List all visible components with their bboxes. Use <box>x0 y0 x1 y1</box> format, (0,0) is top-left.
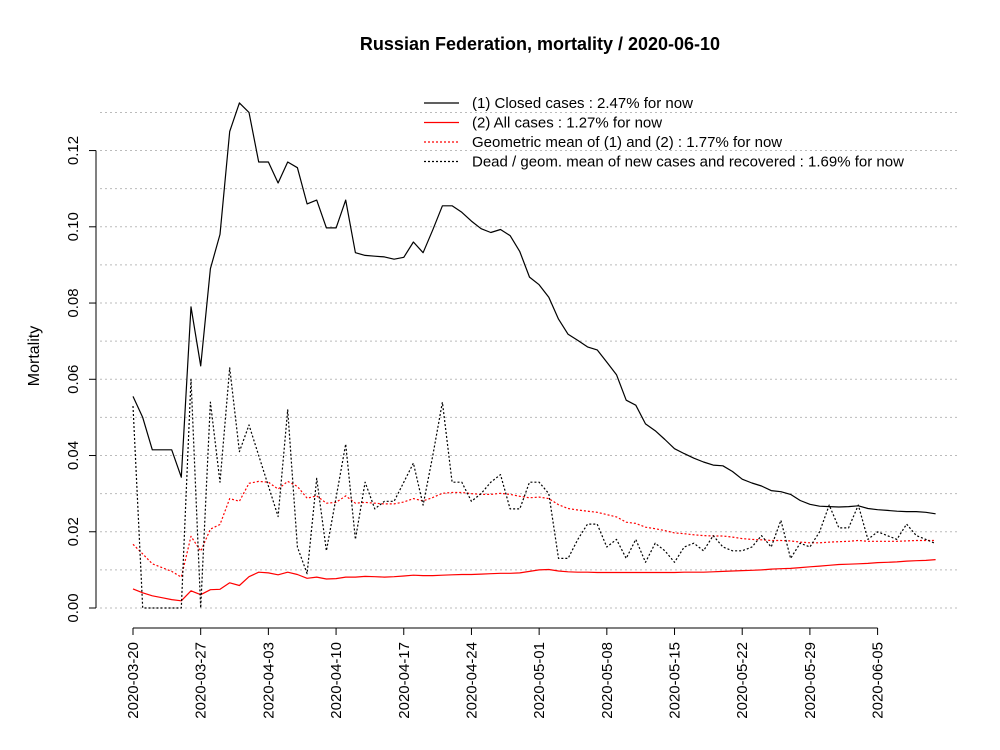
legend-label-3: Geometric mean of (1) and (2) : 1.77% fo… <box>472 134 782 151</box>
axes: 0.00 0.02 0.04 0.06 0.08 0.10 0.12 2020-03-20 20… <box>65 136 887 719</box>
x-tick-label: 2020-03-27 <box>193 642 210 719</box>
legend: (1) Closed cases : 2.47% for now (2) All … <box>424 95 904 171</box>
x-tick-label: 2020-04-10 <box>328 642 345 719</box>
y-tick-label: 0.02 <box>65 517 82 546</box>
chart-title: Russian Federation, mortality / 2020-06-… <box>360 34 720 54</box>
series-line-3 <box>132 480 936 578</box>
grid-lines <box>100 111 960 609</box>
series-lines <box>132 102 936 609</box>
y-tick-label: 0.12 <box>65 136 82 165</box>
x-tick-label: 2020-05-08 <box>599 642 616 719</box>
x-tick-label: 2020-05-01 <box>531 642 548 719</box>
legend-label-2: (2) All cases : 1.27% for now <box>472 115 662 132</box>
y-axis-label: Mortality <box>26 326 43 386</box>
x-tick-label: 2020-06-05 <box>870 642 887 719</box>
y-tick-label: 0.04 <box>65 441 82 470</box>
y-tick-label: 0.08 <box>65 288 82 317</box>
x-tick-label: 2020-04-03 <box>260 642 277 719</box>
x-tick-label: 2020-04-17 <box>396 642 413 719</box>
legend-label-4: Dead / geom. mean of new cases and recov… <box>472 154 904 171</box>
series-line-1 <box>132 102 936 515</box>
series-line-4 <box>132 367 936 609</box>
x-tick-label: 2020-05-15 <box>667 642 684 719</box>
x-tick-label: 2020-05-22 <box>734 642 751 719</box>
legend-label-1: (1) Closed cases : 2.47% for now <box>472 95 693 112</box>
y-tick-label: 0.00 <box>65 593 82 622</box>
x-tick-label: 2020-03-20 <box>125 642 142 719</box>
y-tick-label: 0.10 <box>65 212 82 241</box>
x-tick-label: 2020-05-29 <box>802 642 819 719</box>
x-tick-label: 2020-04-24 <box>463 642 480 719</box>
y-tick-label: 0.06 <box>65 365 82 394</box>
series-line-2 <box>132 559 936 602</box>
